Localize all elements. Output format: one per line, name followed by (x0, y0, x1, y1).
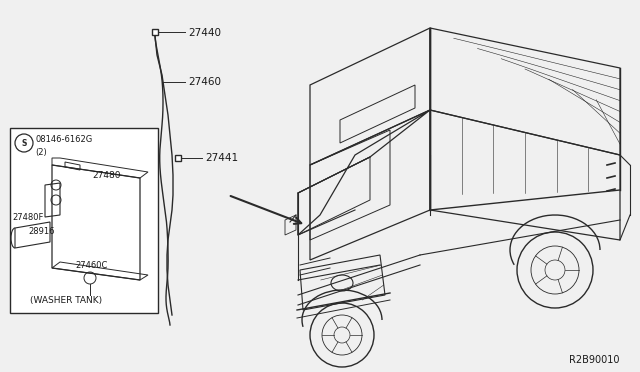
Text: 27480: 27480 (92, 170, 120, 180)
Text: (WASHER TANK): (WASHER TANK) (30, 295, 102, 305)
Text: S: S (21, 138, 27, 148)
Text: 27460C: 27460C (75, 260, 108, 269)
Text: 27440: 27440 (188, 28, 221, 38)
Text: 27480F: 27480F (12, 214, 44, 222)
Text: 27441: 27441 (205, 153, 238, 163)
Text: 27460: 27460 (188, 77, 221, 87)
Text: R2B90010: R2B90010 (570, 355, 620, 365)
FancyBboxPatch shape (10, 128, 158, 313)
Text: 28916: 28916 (28, 228, 54, 237)
Text: (2): (2) (35, 148, 47, 157)
Text: 08146-6162G: 08146-6162G (35, 135, 92, 144)
